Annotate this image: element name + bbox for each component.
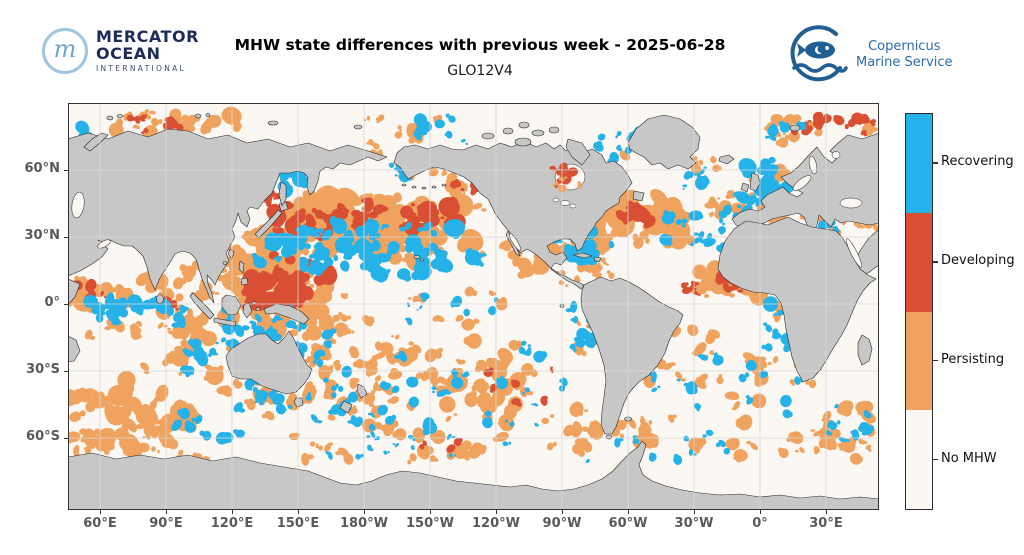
y-tick-label: 30°N — [24, 228, 60, 243]
legend-label-developing: Developing — [941, 253, 1015, 269]
x-tick-mark — [496, 510, 497, 514]
copernicus-line2: Marine Service — [856, 55, 953, 70]
world-map — [63, 103, 883, 511]
x-tick-label: 30°E — [809, 516, 843, 531]
x-tick-mark — [562, 510, 563, 514]
mercator-word2: OCEAN — [96, 43, 161, 63]
y-tick-label: 60°N — [24, 161, 60, 176]
copernicus-line1: Copernicus — [868, 38, 941, 54]
x-tick-mark — [826, 510, 827, 514]
copernicus-logo: Copernicus Marine Service — [788, 24, 953, 86]
x-tick-label: 0° — [752, 516, 768, 531]
copernicus-fish-icon — [790, 25, 848, 82]
colorbar — [905, 113, 933, 510]
map-canvas — [63, 103, 883, 511]
x-tick-label: 120°E — [210, 516, 254, 531]
copernicus-wordmark: Copernicus Marine Service — [856, 39, 953, 72]
x-tick-label: 150°E — [276, 516, 320, 531]
y-tick-mark — [64, 371, 68, 372]
x-tick-mark — [694, 510, 695, 514]
colorbar-tick — [933, 458, 938, 461]
x-tick-mark — [628, 510, 629, 514]
colorbar-segment-no-mhw — [906, 410, 932, 509]
x-tick-label: 120°W — [472, 516, 520, 531]
y-tick-label: 0° — [44, 295, 60, 310]
mercator-circle-icon: m — [42, 28, 88, 74]
y-tick-label: 60°S — [26, 429, 60, 444]
x-tick-mark — [760, 510, 761, 514]
x-tick-mark — [232, 510, 233, 514]
colorbar-segment-developing — [906, 212, 932, 312]
colorbar-tick — [933, 162, 938, 164]
x-tick-label: 180°W — [340, 516, 388, 531]
x-tick-label: 90°W — [542, 516, 582, 531]
x-tick-label: 90°E — [149, 516, 183, 531]
mercator-wordmark: MERCATOR OCEAN INTERNATIONAL — [96, 27, 199, 73]
x-tick-mark — [364, 510, 365, 514]
mhw-patches-lakes — [549, 162, 583, 193]
y-tick-mark — [64, 304, 68, 305]
map-frame — [68, 103, 879, 510]
y-tick-mark — [64, 237, 68, 238]
page-subtitle: GLO12V4 — [447, 63, 513, 79]
mercator-monogram: m — [53, 35, 77, 63]
x-tick-mark — [100, 510, 101, 514]
colorbar-tick — [933, 261, 938, 263]
mercator-word1: MERCATOR — [96, 27, 199, 47]
page-title: MHW state differences with previous week… — [234, 36, 726, 54]
graticule — [68, 103, 879, 510]
x-tick-mark — [166, 510, 167, 514]
legend-label-persisting: Persisting — [941, 351, 1005, 367]
x-tick-label: 60°W — [608, 516, 648, 531]
x-tick-mark — [298, 510, 299, 514]
legend-label-no-mhw: No MHW — [941, 450, 997, 466]
x-tick-label: 60°E — [83, 516, 117, 531]
y-tick-mark — [64, 170, 68, 171]
mercator-word3: INTERNATIONAL — [96, 63, 187, 73]
x-tick-label: 150°W — [406, 516, 454, 531]
land — [67, 113, 880, 511]
colorbar-segment-persisting — [906, 311, 932, 411]
colorbar-segment-recovering — [906, 114, 932, 213]
x-tick-mark — [430, 510, 431, 514]
colorbar-tick — [933, 359, 938, 362]
legend-label-recovering: Recovering — [941, 154, 1014, 170]
x-tick-label: 30°W — [674, 516, 714, 531]
mercator-ocean-logo: m MERCATOR OCEAN INTERNATIONAL — [42, 28, 199, 74]
y-tick-mark — [64, 438, 68, 439]
y-tick-label: 30°S — [26, 362, 60, 377]
